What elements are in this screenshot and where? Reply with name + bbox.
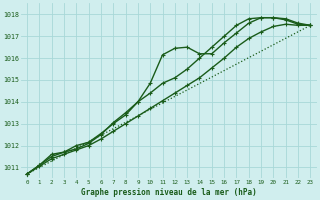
X-axis label: Graphe pression niveau de la mer (hPa): Graphe pression niveau de la mer (hPa) [81, 188, 257, 197]
